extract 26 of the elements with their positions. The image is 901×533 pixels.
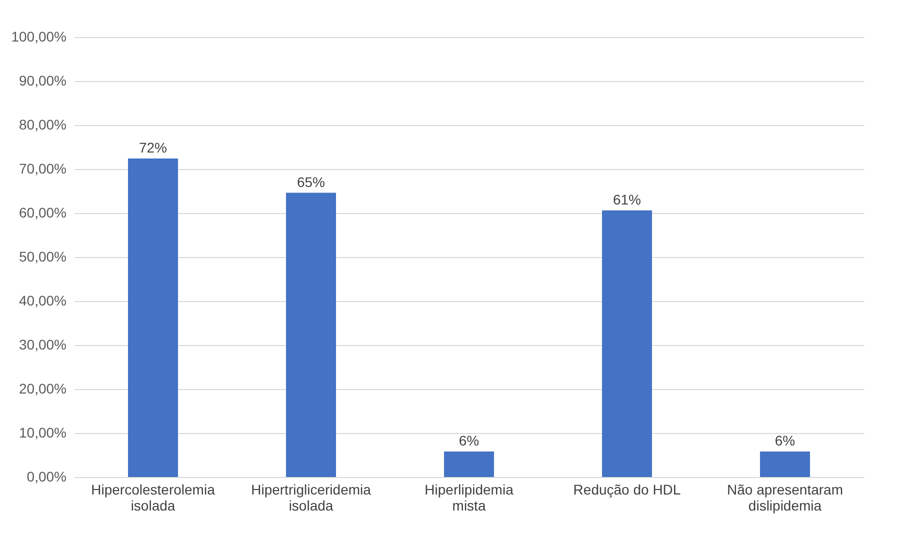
data-label: 61% [612,191,642,208]
bar [286,192,336,477]
y-tick-label: 70,00% [19,160,66,176]
bar [760,451,810,477]
y-tick-label: 90,00% [19,72,66,88]
y-tick-label: 0,00% [26,468,66,484]
data-label: 65% [296,174,326,190]
x-tick-label: Hiperlipidemia mista [424,482,514,514]
x-tick-label: Redução do HDL [573,482,681,498]
bar [602,210,652,477]
y-tick-label: 100,00% [11,28,66,44]
data-label: 72% [138,139,168,156]
y-tick-label: 60,00% [19,204,66,220]
y-tick-label: 10,00% [19,424,66,440]
bar [444,451,494,477]
y-tick-label: 30,00% [19,336,66,352]
x-tick-label: Não apresentaram dislipidemia [727,482,843,514]
x-tick-label: Hipercolesterolemia isolada [91,482,216,514]
y-tick-label: 40,00% [19,292,66,308]
y-tick-label: 50,00% [19,248,66,264]
y-tick-label: 80,00% [19,116,66,132]
data-label: 6% [774,432,796,448]
y-tick-label: 20,00% [19,380,66,396]
bar [128,158,178,477]
x-tick-label: Hipertrigliceridemia isolada [251,482,372,514]
data-label: 6% [458,432,480,448]
